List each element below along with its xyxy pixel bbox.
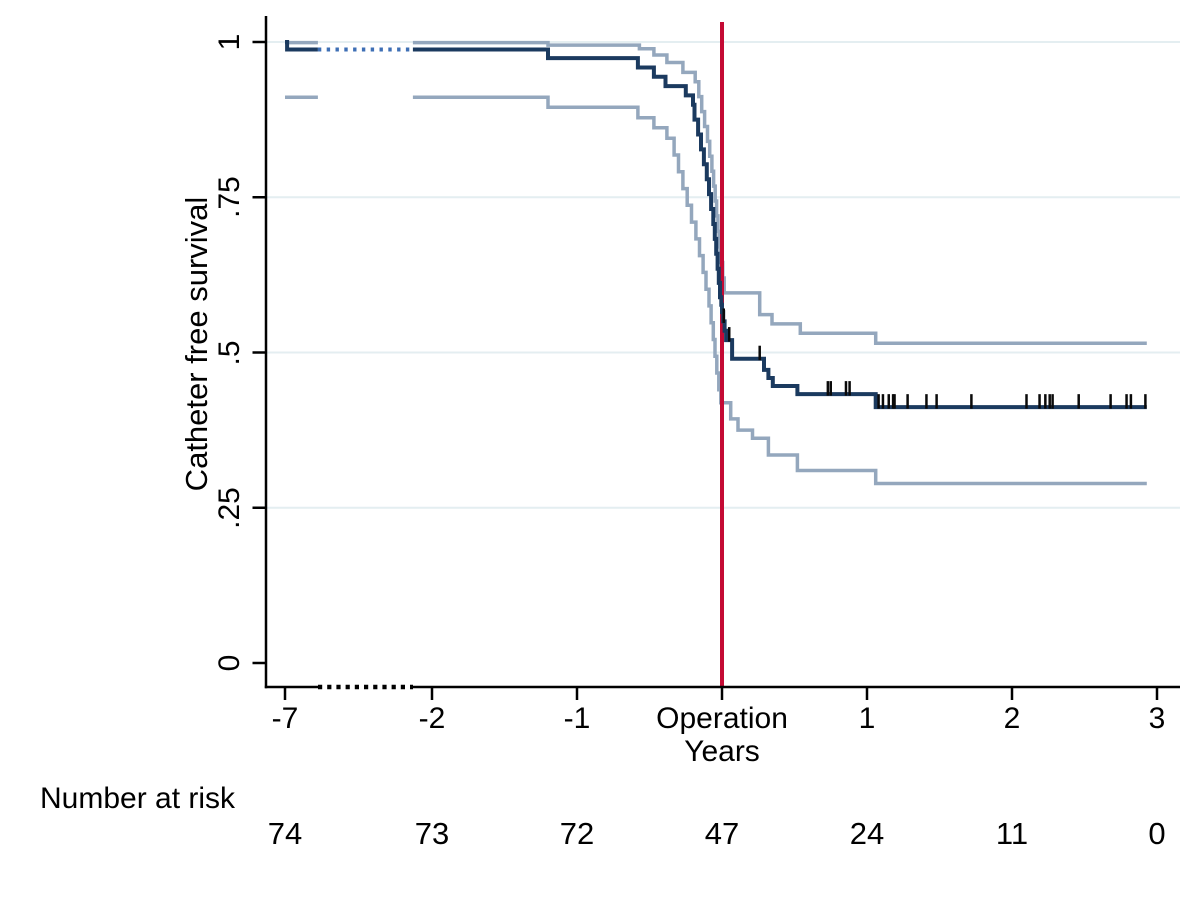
number-at-risk-label: Number at risk	[40, 782, 236, 815]
x-tick-label-1: 1	[858, 702, 876, 735]
x-tick-label--7: -7	[271, 702, 299, 735]
risk-count-at--1: 72	[559, 816, 595, 851]
y-tick-label-.25: .25	[213, 486, 246, 529]
risk-count-at--7: 74	[267, 816, 303, 851]
y-axis-title: Catheter free survival	[179, 196, 214, 492]
y-tick-label-.75: .75	[213, 176, 246, 219]
x-tick-label--2: -2	[418, 702, 446, 735]
risk-count-at-1: 24	[849, 816, 885, 851]
risk-count-at-3: 0	[1148, 816, 1166, 851]
risk-count-at-0: 47	[704, 816, 740, 851]
x-tick-label-3: 3	[1148, 702, 1166, 735]
x-tick-label-operation: Operation	[656, 702, 788, 735]
ci-lower-segment-1	[412, 95, 1147, 486]
y-tick-label-.5: .5	[213, 339, 246, 366]
ci-upper-segment-1	[412, 40, 1147, 345]
risk-count-at--2: 73	[414, 816, 450, 851]
x-tick-label--1: -1	[563, 702, 591, 735]
km-estimate-segment-0	[285, 40, 318, 52]
x-axis-title: Years	[684, 735, 760, 768]
y-tick-label-0: 0	[213, 654, 246, 672]
risk-count-at-2: 11	[995, 816, 1029, 851]
x-tick-label-2: 2	[1003, 702, 1021, 735]
y-tick-label-1: 1	[213, 33, 246, 51]
